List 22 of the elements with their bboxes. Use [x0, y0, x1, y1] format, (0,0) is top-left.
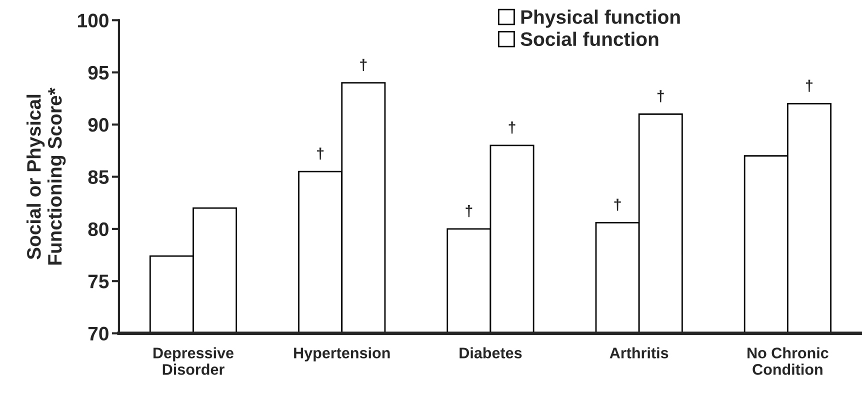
- y-tick-label: 95: [88, 66, 109, 80]
- y-tick-label: 80: [88, 222, 108, 236]
- data-label: †: [657, 90, 664, 102]
- x-tick-label: Arthritis: [610, 347, 668, 358]
- x-tick-label: Depressive Disorder: [154, 347, 234, 375]
- y-tick-label: 85: [88, 170, 109, 184]
- y-tick-label: 70: [88, 326, 108, 341]
- data-label: †: [508, 121, 516, 134]
- data-label: †: [317, 148, 324, 160]
- x-tick-label: Diabetes: [460, 347, 522, 358]
- data-label: †: [466, 204, 472, 218]
- data-label: †: [360, 58, 367, 71]
- legend-label: Physical function: [521, 10, 680, 28]
- x-tick-label: No Chronic Condition: [748, 347, 828, 375]
- x-tick-label: Hypertension: [294, 347, 390, 362]
- data-label: †: [806, 80, 812, 92]
- legend-label: Social function: [520, 32, 658, 46]
- data-label: †: [614, 198, 621, 211]
- y-tick-label: 90: [88, 118, 108, 132]
- y-axis-title: Social or Physical Functioning Score*: [26, 88, 66, 265]
- y-tick-label: 75: [88, 274, 109, 288]
- y-tick-label: 100: [78, 14, 108, 28]
